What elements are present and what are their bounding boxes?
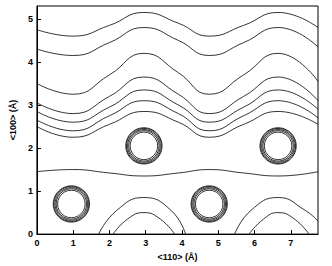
svg-text:2: 2 bbox=[107, 238, 112, 248]
svg-text:5: 5 bbox=[216, 238, 221, 248]
svg-text:1: 1 bbox=[28, 186, 33, 196]
svg-text:1: 1 bbox=[71, 238, 76, 248]
svg-text:4: 4 bbox=[28, 57, 33, 67]
svg-text:6: 6 bbox=[252, 238, 257, 248]
svg-text:2: 2 bbox=[28, 143, 33, 153]
svg-text:0: 0 bbox=[34, 238, 39, 248]
svg-text:4: 4 bbox=[179, 238, 184, 248]
svg-text:7: 7 bbox=[288, 238, 293, 248]
svg-text:3: 3 bbox=[28, 100, 33, 110]
svg-text:5: 5 bbox=[28, 14, 33, 24]
svg-text:<110> (Å): <110> (Å) bbox=[157, 252, 197, 262]
svg-text:3: 3 bbox=[143, 238, 148, 248]
svg-text:0: 0 bbox=[28, 229, 33, 239]
svg-text:<100> (Å): <100> (Å) bbox=[8, 100, 18, 141]
